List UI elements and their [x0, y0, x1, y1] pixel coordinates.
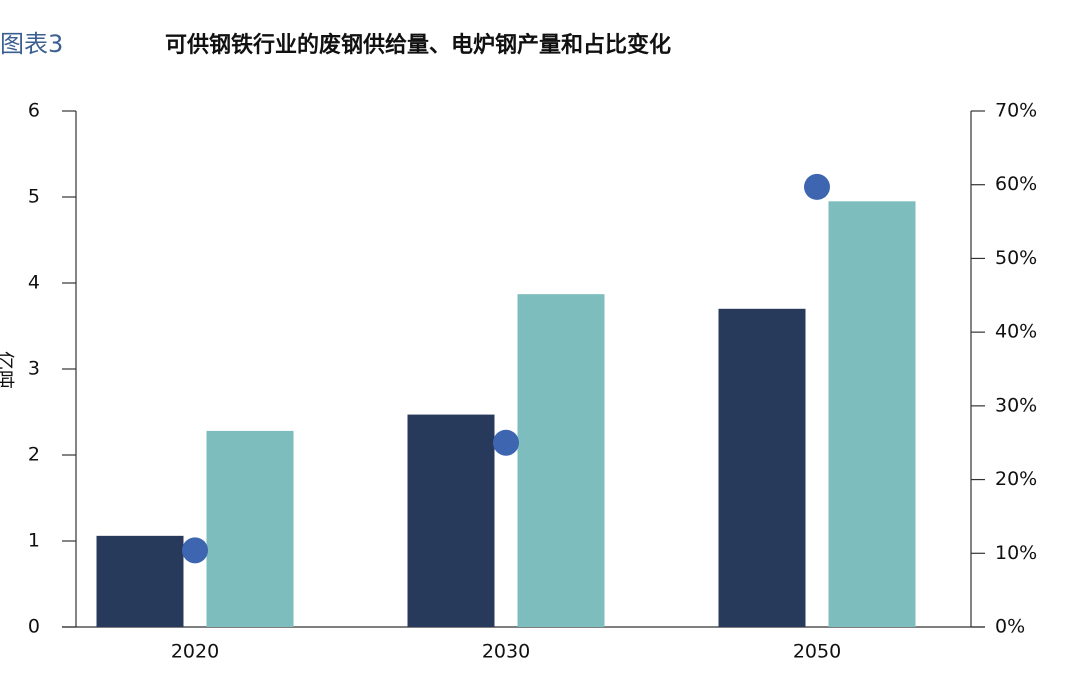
y-tick-label: 2: [28, 444, 40, 466]
y2-tick-label: 60%: [995, 173, 1037, 195]
chart-title: 可供钢铁行业的废钢供给量、电炉钢产量和占比变化: [165, 32, 671, 58]
x-tick-label: 2020: [171, 641, 219, 663]
y-tick-label: 1: [28, 530, 40, 552]
y2-tick-label: 50%: [995, 247, 1037, 269]
y2-tick-label: 40%: [995, 321, 1037, 343]
bar: [828, 201, 916, 628]
x-tick-label: 2030: [482, 641, 530, 663]
y-tick-label: 4: [28, 272, 40, 294]
bar: [407, 414, 495, 627]
y2-tick-label: 0%: [995, 616, 1025, 638]
y2-tick-label: 20%: [995, 468, 1037, 490]
ratio-dot: [182, 537, 208, 564]
y-axis-label: 亿吨: [0, 351, 16, 389]
y-tick-label: 5: [28, 186, 40, 208]
y2-tick-label: 30%: [995, 394, 1037, 416]
bar: [96, 535, 184, 627]
y-tick-label: 0: [28, 616, 40, 638]
bar: [517, 294, 605, 627]
bar: [206, 430, 294, 627]
y-tick-label: 6: [28, 100, 40, 122]
ratio-dot: [804, 173, 830, 200]
figure-label: 图表3: [0, 30, 63, 58]
y2-tick-label: 10%: [995, 542, 1037, 564]
ratio-dot: [493, 429, 519, 456]
x-tick-label: 2050: [793, 641, 841, 663]
bar: [718, 308, 806, 627]
y-tick-label: 3: [28, 358, 40, 380]
y2-tick-label: 70%: [995, 100, 1037, 122]
